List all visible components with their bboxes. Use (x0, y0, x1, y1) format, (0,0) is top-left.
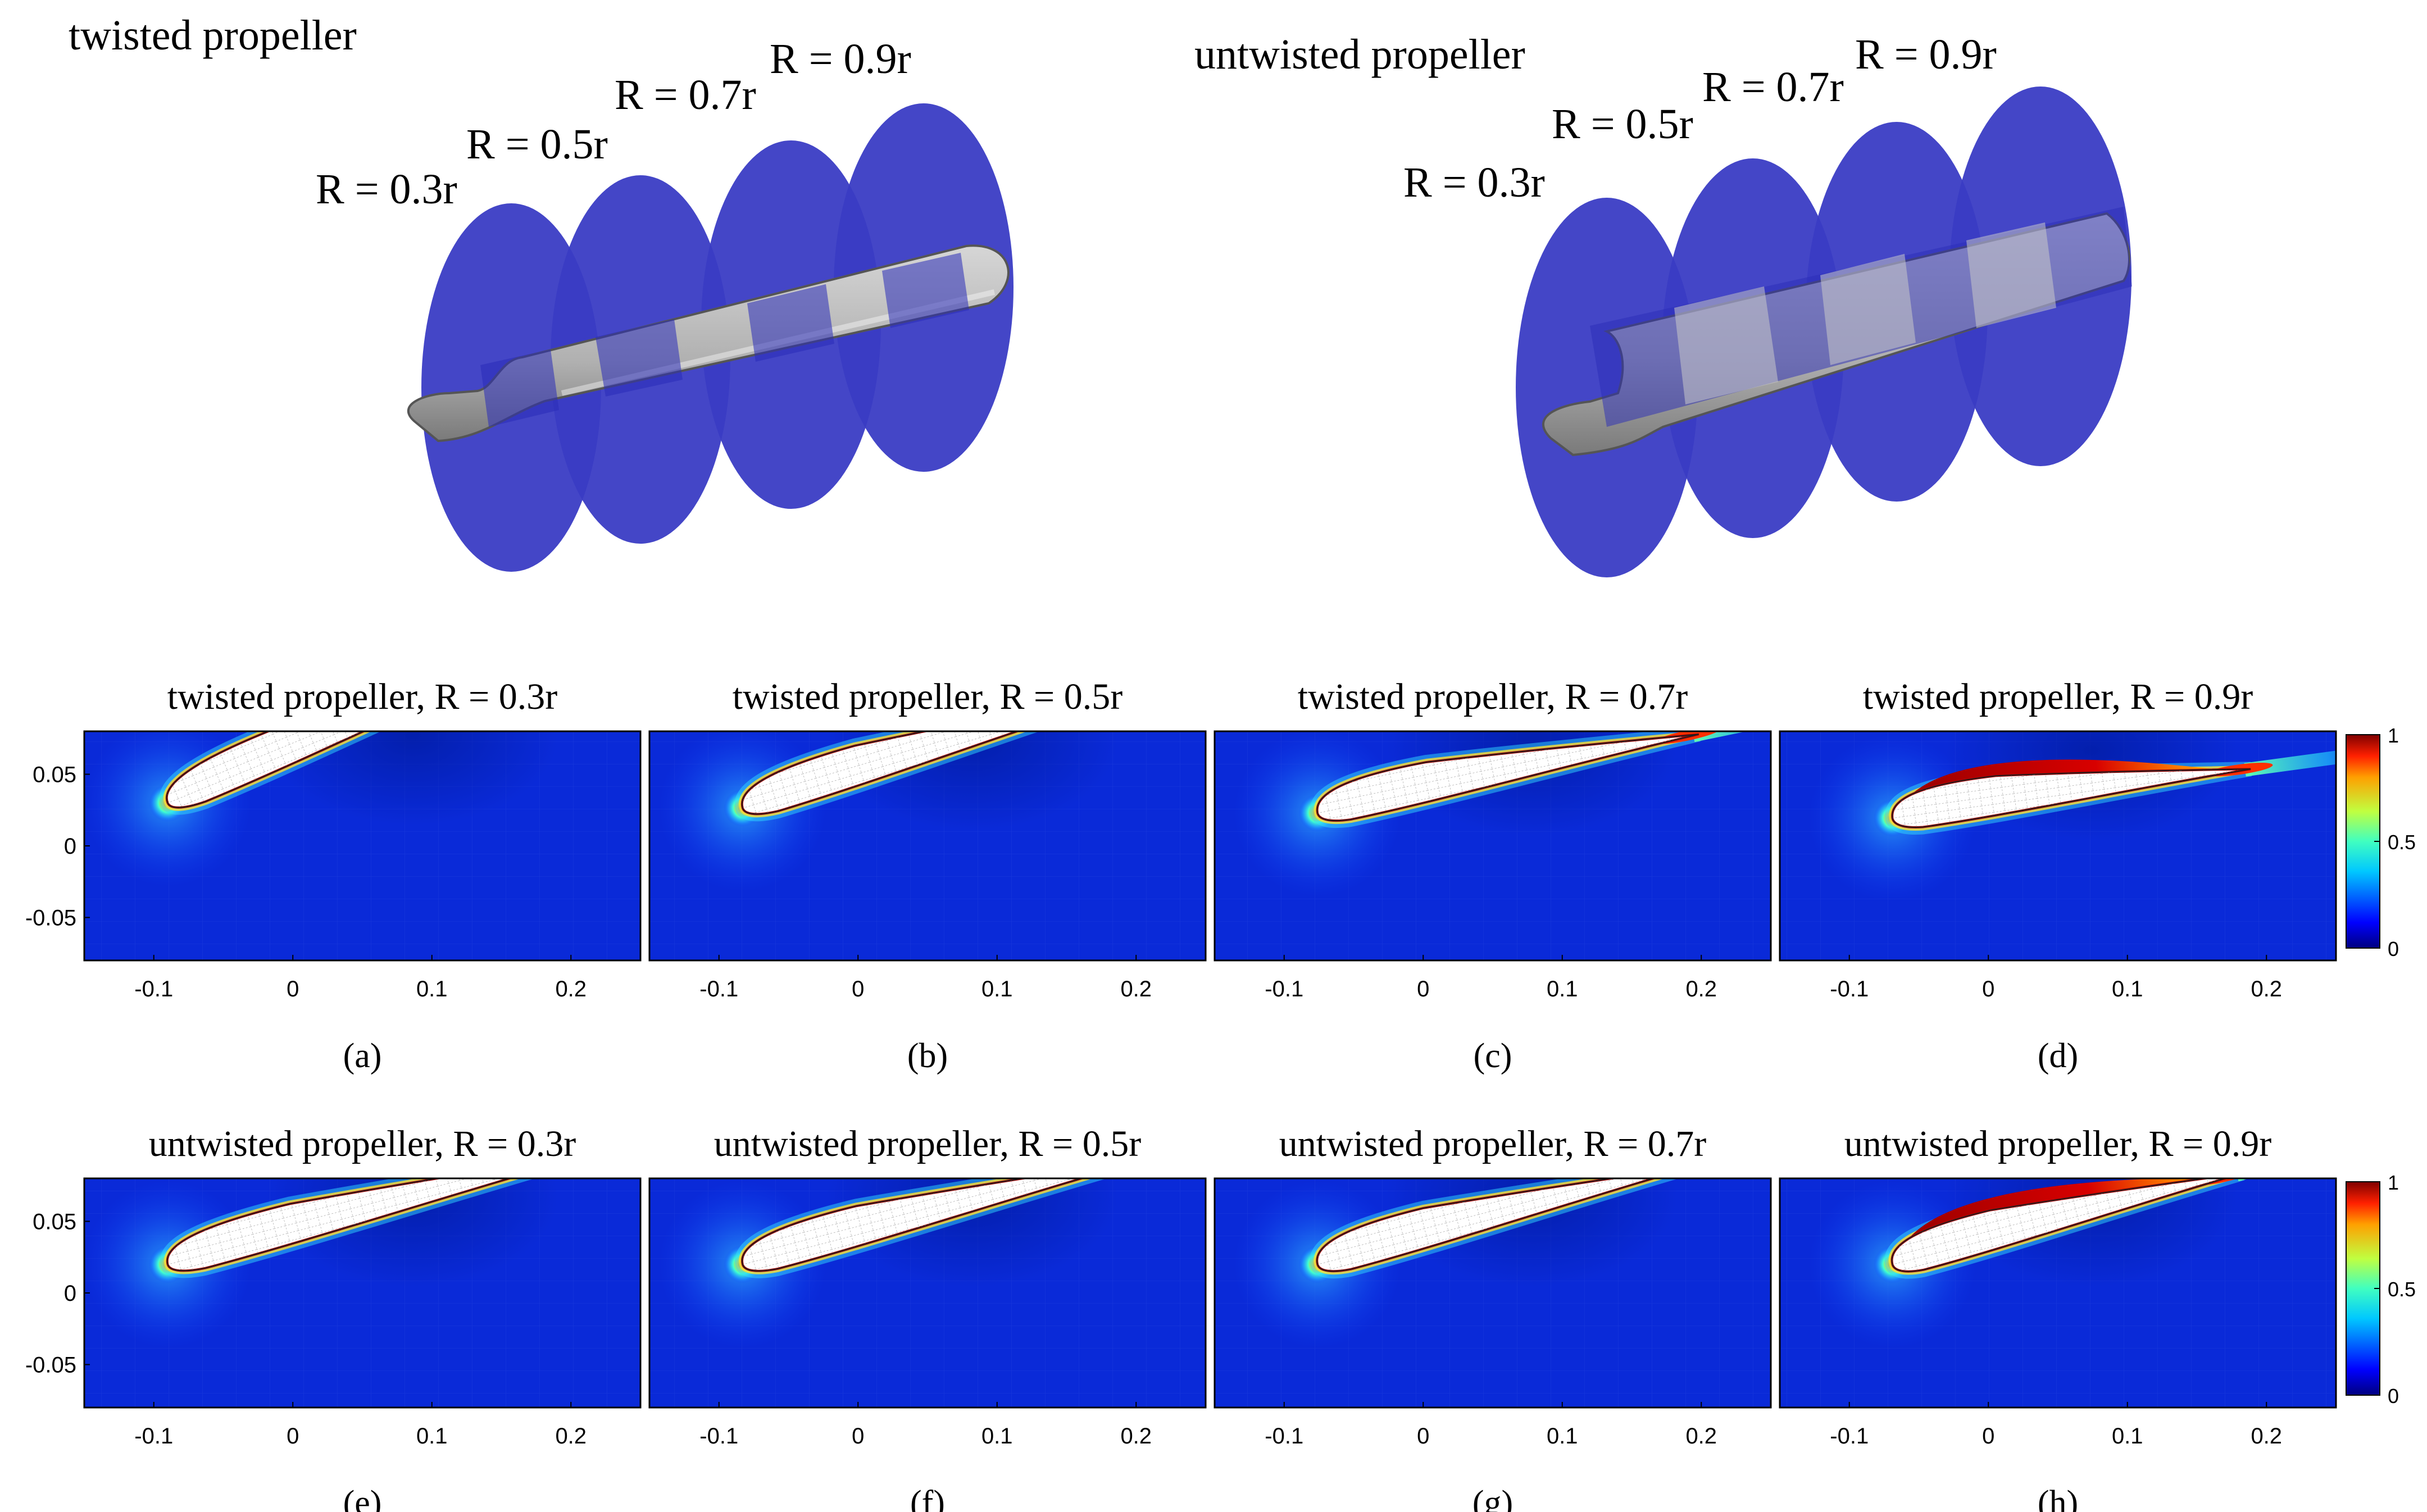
panel-caption-d: (d) (2038, 1037, 2078, 1075)
panel-title-h: untwisted propeller, R = 0.9r (1844, 1123, 2271, 1164)
colorbar-tick-label: 1 (2388, 1171, 2399, 1194)
x-tick-label: -0.1 (699, 1424, 738, 1449)
separation-region (1911, 759, 2251, 795)
y-tick-label: -0.05 (25, 906, 76, 931)
y-tick-label: 0.05 (33, 1210, 76, 1235)
x-tick-label: 0 (852, 977, 864, 1001)
panel-a: twisted propeller, R = 0.3r -0.1 0 0.1 0.2 0.… (25, 565, 733, 1075)
untwisted-label-0.3r: R = 0.3r (1403, 159, 1545, 206)
x-tick-label: 0 (287, 977, 299, 1001)
panel-caption-h: (h) (2038, 1484, 2078, 1512)
twisted-propeller-title: twisted propeller (69, 12, 357, 59)
wake (1687, 1119, 1853, 1174)
x-tick-label: 0 (1417, 977, 1429, 1001)
x-tick-label: 0.1 (981, 977, 1013, 1001)
x-tick-label: 0.2 (1685, 977, 1717, 1001)
panel-title-b: twisted propeller, R = 0.5r (733, 676, 1122, 717)
panel-caption-a: (a) (343, 1037, 382, 1075)
heatmap-panels: twisted propeller, R = 0.3r -0.1 0 0.1 0.2 0.… (25, 565, 2337, 1512)
x-tick-label: 0.1 (416, 1424, 448, 1449)
panel-h: untwisted propeller, R = 0.9r -0.1 0 0.1 0.2… (1779, 1123, 2337, 1512)
x-tick-label: 0.1 (1547, 977, 1578, 1001)
y-tick-label: 0.05 (33, 763, 76, 787)
x-tick-label: 0.1 (981, 1424, 1013, 1449)
panel-title-d: twisted propeller, R = 0.9r (1863, 676, 2253, 717)
colorbar-row-1: 10.50 (2346, 724, 2416, 960)
separation-region (1908, 1178, 2243, 1240)
x-tick-label: 0.1 (2112, 977, 2143, 1001)
wake (1135, 636, 1301, 697)
plot-frame (648, 730, 1207, 962)
plot-frame (1214, 1177, 1772, 1409)
colorbar-tick-label: 0.5 (2388, 831, 2416, 854)
panel-b: twisted propeller, R = 0.5r -0.1 0 0.1 0.2 (b… (648, 636, 1301, 1075)
panel-d: twisted propeller, R = 0.9r -0.1 0 0.1 0.2 (d… (1779, 676, 2337, 1075)
x-tick-label: -0.1 (1830, 1424, 1869, 1449)
x-tick-label: 0 (1417, 1424, 1429, 1449)
panel-title-e: untwisted propeller, R = 0.3r (149, 1123, 576, 1164)
x-tick-label: 0 (1982, 977, 1994, 1001)
panel-caption-e: (e) (343, 1484, 382, 1512)
plot-frame (648, 1177, 1207, 1409)
colorbar-tick-label: 0 (2388, 1385, 2399, 1408)
twisted-label-0.7r: R = 0.7r (615, 71, 756, 119)
panel-f: untwisted propeller, R = 0.5r -0.1 0 0.1 0.2… (648, 1123, 1207, 1512)
x-tick-label: 0 (1982, 1424, 1994, 1449)
panel-title-c: twisted propeller, R = 0.7r (1298, 676, 1688, 717)
colorbar-tick-label: 1 (2388, 724, 2399, 747)
plot-frame (1779, 1177, 2337, 1409)
x-tick-label: 0.2 (1685, 1424, 1717, 1449)
x-tick-label: -0.1 (134, 977, 173, 1001)
x-tick-label: 0.2 (555, 977, 587, 1001)
twisted-propeller-illustration: twisted propeller R = 0.3r R = 0.5r R = … (69, 12, 1013, 572)
untwisted-propeller-title: untwisted propeller (1194, 31, 1525, 78)
x-tick-label: 0.1 (2112, 1424, 2143, 1449)
twisted-label-0.5r: R = 0.5r (466, 121, 608, 168)
x-tick-label: -0.1 (1830, 977, 1869, 1001)
y-tick-label: 0 (64, 1281, 76, 1306)
untwisted-propeller-illustration: untwisted propeller R = 0.3r R = 0.5r R … (1194, 31, 2132, 577)
plot-frame (1214, 730, 1772, 962)
plot-frame (1779, 730, 2337, 962)
x-tick-label: 0.2 (2251, 977, 2282, 1001)
x-tick-label: 0.2 (555, 1424, 587, 1449)
twisted-label-0.9r: R = 0.9r (770, 35, 911, 83)
panel-caption-b: (b) (907, 1037, 948, 1075)
panel-title-f: untwisted propeller, R = 0.5r (714, 1123, 1141, 1164)
x-tick-label: 0 (852, 1424, 864, 1449)
panel-e: untwisted propeller, R = 0.3r -0.1 0 0.1 0.2… (25, 1123, 642, 1512)
panel-g: untwisted propeller, R = 0.7r -0.1 0 0.1 0.2… (1214, 1119, 1853, 1512)
panel-caption-f: (f) (910, 1484, 945, 1512)
panel-title-a: twisted propeller, R = 0.3r (167, 676, 557, 717)
untwisted-label-0.9r: R = 0.9r (1855, 31, 1997, 78)
x-tick-label: -0.1 (134, 1424, 173, 1449)
y-tick-label: 0 (64, 834, 76, 859)
panel-caption-c: (c) (1474, 1037, 1512, 1075)
twisted-label-0.3r: R = 0.3r (316, 166, 457, 213)
colorbar-tick-label: 0.5 (2388, 1278, 2416, 1301)
x-tick-label: 0.1 (416, 977, 448, 1001)
x-tick-label: 0.2 (1120, 1424, 1152, 1449)
x-tick-label: 0.1 (1547, 1424, 1578, 1449)
untwisted-label-0.7r: R = 0.7r (1702, 63, 1844, 111)
x-tick-label: -0.1 (699, 977, 738, 1001)
x-tick-label: -0.1 (1265, 1424, 1303, 1449)
panel-title-g: untwisted propeller, R = 0.7r (1279, 1123, 1706, 1164)
wake (2244, 740, 2336, 777)
colorbar-tick-label: 0 (2388, 937, 2399, 960)
x-tick-label: 0 (287, 1424, 299, 1449)
untwisted-label-0.5r: R = 0.5r (1552, 101, 1693, 148)
colorbar-row-2: 10.50 (2346, 1171, 2416, 1408)
y-tick-label: -0.05 (25, 1353, 76, 1378)
x-tick-label: 0.2 (1120, 977, 1152, 1001)
x-tick-label: -0.1 (1265, 977, 1303, 1001)
wake (571, 565, 733, 641)
panel-caption-g: (g) (1472, 1484, 1513, 1512)
panel-c: twisted propeller, R = 0.7r -0.1 0 0.1 0.2 (c… (1214, 676, 1772, 1075)
x-tick-label: 0.2 (2251, 1424, 2282, 1449)
